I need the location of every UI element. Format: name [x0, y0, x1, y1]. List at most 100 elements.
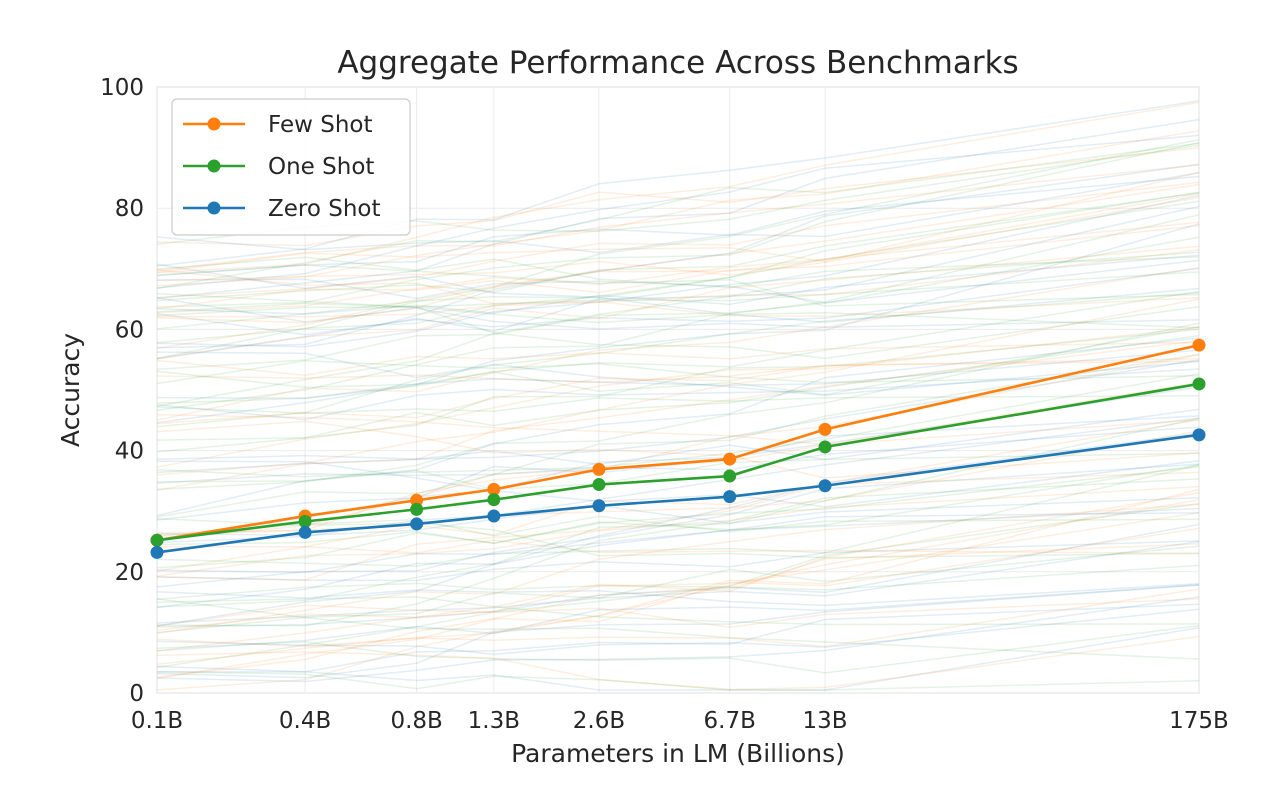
background-line: [156, 354, 1200, 541]
background-line: [156, 118, 1200, 300]
background-line: [156, 334, 1200, 441]
background-line: [156, 325, 1200, 396]
x-tick-label: 13B: [803, 708, 848, 734]
y-tick-label: 20: [115, 560, 144, 586]
background-line: [156, 322, 1200, 491]
background-line: [156, 488, 1200, 666]
background-line: [156, 191, 1200, 302]
background-line: [156, 164, 1200, 272]
legend-marker: [207, 201, 221, 215]
data-point: [1192, 428, 1206, 442]
background-line: [156, 463, 1200, 588]
background-line: [156, 502, 1200, 669]
background-line: [156, 326, 1200, 468]
background-line: [156, 517, 1200, 559]
background-line: [156, 596, 1200, 626]
background-line: [156, 337, 1200, 517]
background-line: [156, 191, 1200, 330]
background-line: [156, 224, 1200, 310]
background-line: [156, 414, 1200, 446]
background-line: [156, 492, 1200, 652]
background-line: [156, 368, 1200, 421]
background-line: [156, 254, 1200, 315]
data-point: [150, 533, 164, 547]
background-line: [156, 540, 1200, 582]
background-line: [156, 670, 1200, 691]
background-line: [156, 608, 1200, 656]
background-line: [156, 175, 1200, 277]
background-line: [156, 181, 1200, 299]
y-tick-label: 0: [129, 681, 144, 707]
background-line: [156, 349, 1200, 400]
background-line: [156, 339, 1200, 491]
x-tick-label: 175B: [1169, 708, 1229, 734]
background-line: [156, 142, 1200, 290]
x-tick-label: 1.3B: [468, 708, 520, 734]
background-line: [156, 415, 1200, 521]
series-line: [156, 382, 1200, 542]
background-line: [156, 596, 1200, 683]
background-line: [156, 353, 1200, 518]
background-line: [156, 540, 1200, 624]
background-line: [156, 266, 1200, 421]
background-line: [156, 221, 1200, 314]
background-line: [156, 420, 1200, 479]
background-line: [156, 429, 1200, 536]
background-line: [156, 290, 1200, 405]
series-line: [156, 343, 1200, 542]
background-line: [156, 527, 1200, 678]
background-line: [156, 584, 1200, 652]
background-line: [156, 503, 1200, 635]
background-line: [156, 507, 1200, 609]
background-line: [156, 100, 1200, 267]
data-point: [298, 515, 312, 529]
background-line: [156, 417, 1200, 544]
background-line: [156, 341, 1200, 377]
background-line: [156, 466, 1200, 569]
background-line: [156, 515, 1200, 538]
background-line: [156, 255, 1200, 289]
y-tick-label: 100: [100, 75, 144, 101]
background-line: [156, 539, 1200, 555]
data-point: [818, 479, 832, 493]
background-line: [156, 588, 1200, 648]
background-line: [156, 171, 1200, 273]
data-point: [818, 440, 832, 454]
data-point: [1192, 377, 1206, 391]
background-line: [156, 496, 1200, 537]
legend-marker: [207, 117, 221, 131]
background-line: [156, 205, 1200, 360]
series-one-shot: [150, 377, 1206, 547]
background-line: [156, 359, 1200, 461]
background-line: [156, 471, 1200, 581]
legend-label: Zero Shot: [268, 196, 381, 222]
background-line: [156, 192, 1200, 324]
data-point: [723, 452, 737, 466]
background-line: [156, 138, 1200, 344]
data-point: [298, 525, 312, 539]
x-axis-label: Parameters in LM (Billions): [511, 739, 845, 768]
background-line: [156, 351, 1200, 397]
y-axis-label: Accuracy: [56, 333, 85, 447]
background-line: [156, 249, 1200, 318]
data-point: [1192, 338, 1206, 352]
data-point: [150, 545, 164, 559]
legend: Few Shot One Shot Zero Shot: [171, 98, 411, 236]
data-point: [592, 462, 606, 476]
data-point: [818, 422, 832, 436]
background-line: [156, 292, 1200, 428]
background-line: [156, 464, 1200, 567]
background-line: [156, 183, 1200, 349]
x-tick-label: 6.7B: [704, 708, 756, 734]
background-line: [156, 485, 1200, 577]
data-point: [723, 469, 737, 483]
x-tick-labels: 0.1B 0.4B 0.8B 1.3B 2.6B 6.7B 13B 175B: [131, 708, 1229, 734]
background-line: [156, 395, 1200, 414]
background-line: [156, 292, 1200, 329]
background-line: [156, 584, 1200, 679]
y-tick-label: 40: [115, 439, 144, 465]
background-line: [156, 134, 1200, 289]
x-tick-label: 0.8B: [390, 708, 442, 734]
background-line: [156, 626, 1200, 691]
